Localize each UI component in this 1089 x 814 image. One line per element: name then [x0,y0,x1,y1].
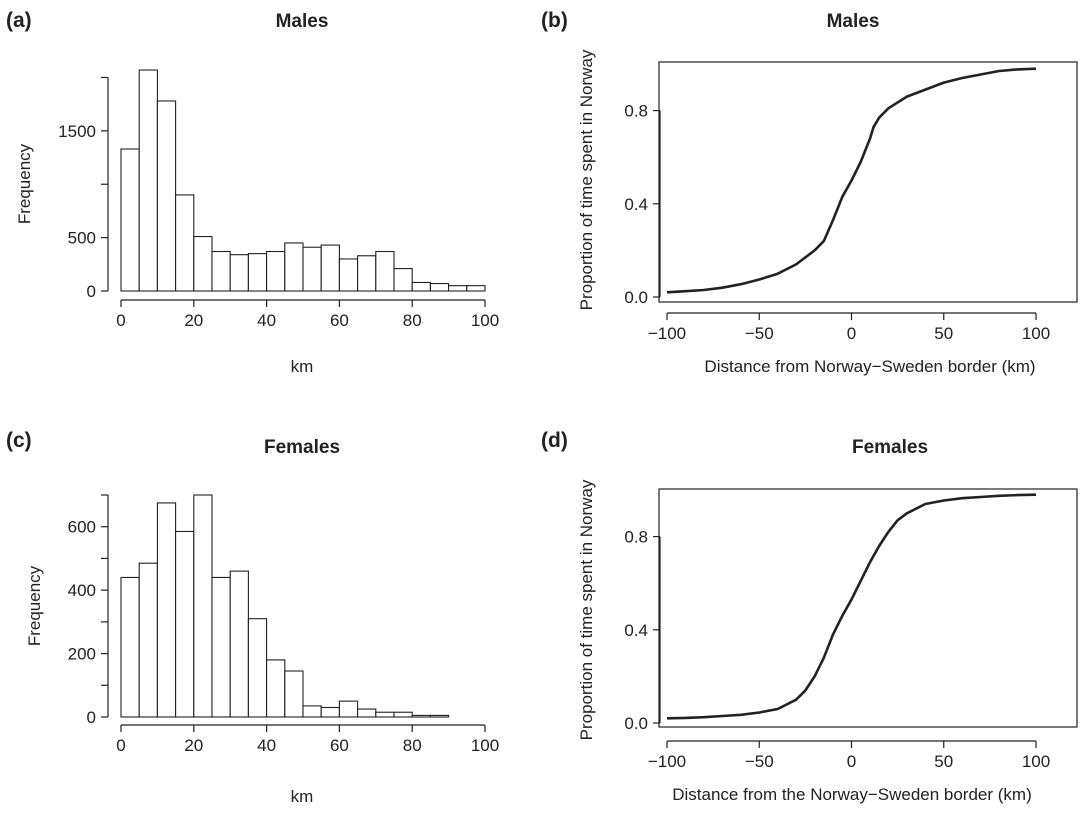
histogram-bar [466,285,486,292]
x-tick-label: −100 [648,752,686,771]
y-tick-label: 400 [68,581,96,600]
histogram-bar [357,255,377,292]
y-tick-label: 1500 [58,122,96,141]
y-tick-label: 600 [68,518,96,537]
x-tick-label: 20 [184,311,203,330]
histogram-bar [393,711,413,718]
histogram-bar [302,705,322,718]
histogram-bar [229,254,249,292]
histogram-bar [320,706,340,718]
panel-d-females-curve: (d) Females Distance from the Norway−Swe… [541,429,1078,804]
y-tick-label: 0.4 [624,195,648,214]
y-tick-label: 0.0 [624,288,648,307]
histogram-bar [284,670,304,718]
x-tick-label: 50 [934,324,953,343]
histogram-bar [138,562,158,718]
y-tick-label: 0.0 [624,714,648,733]
x-tick-label: 80 [403,311,422,330]
histogram-bar [156,100,177,292]
histogram-bar [429,714,450,718]
x-tick-label: −50 [745,752,774,771]
panel-label: (a) [6,9,32,32]
histogram-bar [429,282,450,292]
histogram-bar [393,268,413,292]
x-tick-label: 100 [471,311,499,330]
y-tick-label: 0.4 [624,621,648,640]
x-tick-label: 0 [847,752,856,771]
x-tick-label: 100 [1022,324,1050,343]
histogram-bar [229,570,249,718]
histogram-bar [120,148,140,292]
histogram-bar [411,714,431,718]
y-tick-label: 0 [87,282,96,301]
x-tick-label: 50 [934,752,953,771]
x-axis-label: Distance from Norway−Sweden border (km) [704,357,1035,376]
histogram-bar [320,244,340,292]
panel-title: Males [827,11,880,32]
histogram-bar [375,711,395,718]
histogram-bar [448,285,468,292]
histogram-bar [193,494,213,718]
histogram-bar [338,700,359,718]
x-tick-label: 100 [1022,752,1050,771]
x-axis-label: km [291,787,314,806]
plot-frame [658,488,1078,728]
histogram-bar [338,258,359,292]
histogram-bar [247,253,268,292]
histogram-bar [120,576,140,718]
histogram-bar [357,708,377,718]
x-tick-label: 0 [847,324,856,343]
x-tick-label: 60 [330,736,349,755]
panel-b-males-curve: (b) Males Distance from Norway−Sweden bo… [541,9,1078,376]
y-tick-label: 0.8 [624,528,648,547]
panel-title: Males [276,11,329,32]
panel-c-females-histogram: (c) Females km Frequency 0 20 40 60 80 100 0 20… [6,429,499,806]
panel-label: (c) [6,429,32,452]
panel-a-males-histogram: (a) Males km Frequency 0 20 40 60 80 100 0 500 1… [6,9,499,376]
histogram-bar [375,250,395,292]
plot-frame [658,61,1078,303]
x-tick-label: 20 [184,736,203,755]
histogram-bar [193,236,213,292]
y-axis-label: Frequency [15,143,34,224]
histogram-bar [411,281,431,292]
x-axis-label: km [291,357,314,376]
x-tick-label: 60 [330,311,349,330]
y-axis-label: Proportion of time spent in Norway [577,479,596,740]
histogram-bar [302,246,322,292]
x-tick-label: 0 [116,311,125,330]
histogram-bar [156,502,177,718]
panel-label: (d) [541,429,568,452]
histogram-bar [266,659,286,718]
y-tick-label: 200 [68,645,96,664]
y-tick-label: 500 [68,229,96,248]
series-line [666,67,1037,294]
histogram-bar [211,250,231,292]
series-line [666,493,1037,720]
y-tick-label: 0 [87,708,96,727]
x-tick-label: 40 [257,311,276,330]
histogram-bar [284,242,304,292]
y-tick-label: 0.8 [624,102,648,121]
x-tick-label: −100 [648,324,686,343]
histogram-bar [247,618,268,718]
y-axis-label: Proportion of time spent in Norway [577,49,596,310]
x-axis-label: Distance from the Norway−Sweden border (… [672,785,1032,804]
x-tick-label: 0 [116,736,125,755]
x-tick-label: −50 [745,324,774,343]
x-tick-label: 40 [257,736,276,755]
panel-title: Females [852,437,928,458]
histogram-bar [138,69,158,292]
x-tick-label: 100 [471,736,499,755]
y-axis-label: Frequency [25,565,44,646]
histogram-bar [211,576,231,718]
histogram-bar [266,250,286,292]
x-tick-label: 80 [403,736,422,755]
panel-title: Females [264,437,340,458]
histogram-bar [175,194,195,292]
panel-label: (b) [541,9,568,32]
histogram-bar [175,530,195,718]
